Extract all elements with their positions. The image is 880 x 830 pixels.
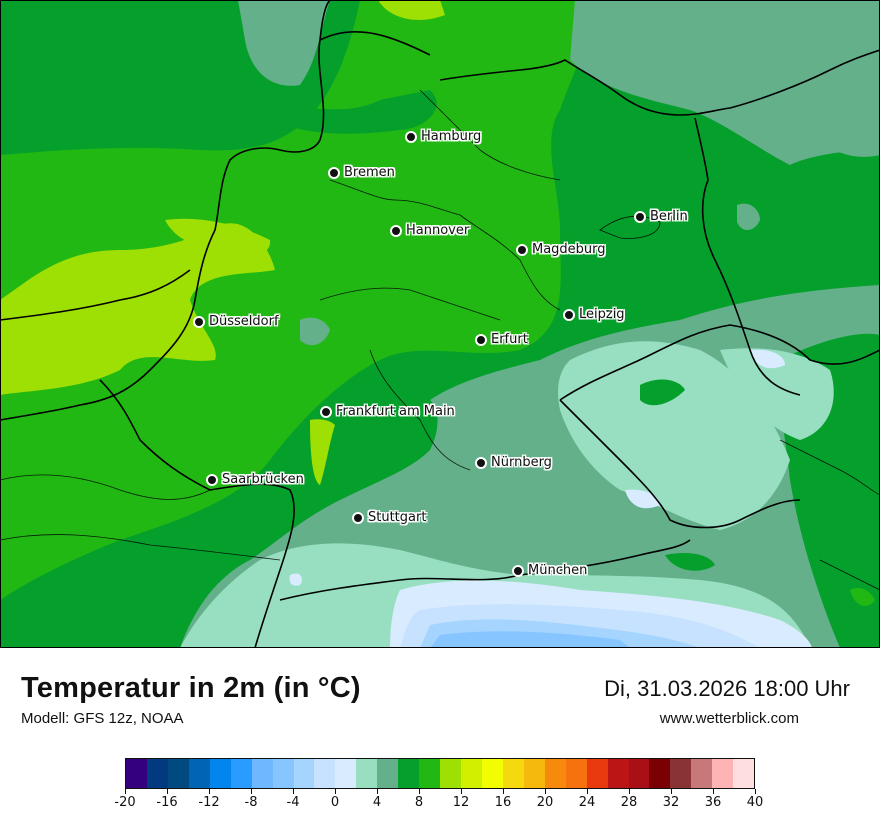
city-saarbruecken: Saarbrücken [206, 472, 304, 487]
colorbar-tick [418, 789, 420, 794]
city-dot-icon [475, 333, 487, 346]
city-dot-icon [320, 405, 332, 418]
colorbar-tick-label: 8 [414, 795, 424, 810]
city-stuttgart: Stuttgart [352, 510, 426, 525]
colorbar-segment [419, 759, 441, 788]
city-dot-icon [512, 564, 524, 577]
city-frankfurt: Frankfurt am Main [320, 404, 455, 419]
map-footer: Temperatur in 2m (in °C) Modell: GFS 12z… [0, 648, 880, 830]
colorbar-segment [607, 759, 629, 788]
city-dot-icon [206, 473, 218, 486]
colorbar-segment [712, 759, 734, 788]
colorbar-segment [565, 759, 587, 788]
temperature-colorbar [125, 758, 755, 789]
colorbar-tick-label: 4 [372, 795, 382, 810]
colorbar-tick [292, 789, 294, 794]
colorbar-segment [628, 759, 650, 788]
colorbar-tick-label: 32 [662, 795, 680, 810]
colorbar-tick [250, 789, 252, 794]
colorbar-segment [251, 759, 273, 788]
colorbar-tick-label: 12 [452, 795, 470, 810]
city-erfurt: Erfurt [475, 332, 528, 347]
colorbar-ticks: -20 -16 -12 -8 -4 0 4 8 12 16 20 24 28 32 36 40 [114, 789, 763, 819]
colorbar-tick-label: -4 [286, 795, 300, 810]
colorbar-segment [230, 759, 252, 788]
colorbar-tick-label: 24 [578, 795, 596, 810]
colorbar-segment [314, 759, 336, 788]
colorbar-tick-label: 40 [746, 795, 764, 810]
colorbar-tick [208, 789, 210, 794]
colorbar-segment [335, 759, 357, 788]
city-leipzig: Leipzig [563, 307, 625, 322]
city-nuernberg: Nürnberg [475, 455, 552, 470]
city-magdeburg: Magdeburg [516, 242, 606, 257]
city-muenchen: München [512, 563, 587, 578]
colorbar-segment [649, 759, 671, 788]
colorbar-segment [146, 759, 168, 788]
city-hannover: Hannover [390, 223, 469, 238]
city-dot-icon [563, 308, 575, 321]
map-title: Temperatur in 2m (in °C) [21, 672, 361, 704]
colorbar-tick [754, 789, 756, 794]
colorbar-tick [502, 789, 504, 794]
colorbar-tick-label: 0 [330, 795, 340, 810]
temperature-field [0, 0, 880, 648]
colorbar-tick [460, 789, 462, 794]
colorbar-tick [166, 789, 168, 794]
colorbar-segment [398, 759, 420, 788]
colorbar-tick-label: -16 [156, 795, 178, 810]
colorbar-segment [440, 759, 461, 788]
colorbar-segment [126, 759, 147, 788]
city-duesseldorf: Düsseldorf [193, 314, 279, 329]
temperature-map: Hamburg Bremen Berlin Hannover Magdeburg… [0, 0, 880, 648]
colorbar-segment [461, 759, 482, 788]
colorbar-segment [188, 759, 210, 788]
colorbar-segment [272, 759, 294, 788]
city-bremen: Bremen [328, 165, 395, 180]
colorbar-tick [376, 789, 378, 794]
colorbar-segment [209, 759, 231, 788]
city-dot-icon [634, 210, 646, 223]
website-link[interactable]: www.wetterblick.com [659, 710, 799, 727]
city-dot-icon [390, 224, 402, 237]
colorbar-tick-label: -8 [244, 795, 258, 810]
city-dot-icon [516, 243, 528, 256]
colorbar-tick-label: -20 [114, 795, 136, 810]
colorbar-tick [670, 789, 672, 794]
colorbar-tick-label: 36 [704, 795, 722, 810]
colorbar-tick [124, 789, 126, 794]
colorbar-tick [334, 789, 336, 794]
colorbar-tick [628, 789, 630, 794]
valid-datetime: Di, 31.03.2026 18:00 Uhr [604, 676, 850, 701]
colorbar-segment [377, 759, 399, 788]
colorbar-tick [544, 789, 546, 794]
colorbar-segment [670, 759, 692, 788]
city-dot-icon [352, 511, 364, 524]
city-berlin: Berlin [634, 209, 688, 224]
model-info: Modell: GFS 12z, NOAA [21, 710, 184, 727]
colorbar-tick-label: 28 [620, 795, 638, 810]
city-dot-icon [475, 456, 487, 469]
city-dot-icon [193, 315, 205, 328]
colorbar-segment [481, 759, 503, 788]
colorbar-segment [502, 759, 524, 788]
city-dot-icon [328, 166, 340, 179]
colorbar-tick-label: 20 [536, 795, 554, 810]
colorbar-segment [167, 759, 189, 788]
colorbar-tick [712, 789, 714, 794]
colorbar-segment [523, 759, 545, 788]
colorbar-segment [544, 759, 566, 788]
colorbar-segment [691, 759, 713, 788]
colorbar-segment [293, 759, 315, 788]
colorbar-segment [356, 759, 378, 788]
colorbar-tick-label: -12 [198, 795, 220, 810]
city-hamburg: Hamburg [405, 129, 481, 144]
city-dot-icon [405, 130, 417, 143]
colorbar-tick [586, 789, 588, 794]
colorbar-tick-label: 16 [494, 795, 512, 810]
colorbar-segment [586, 759, 608, 788]
colorbar-segment [733, 759, 755, 788]
